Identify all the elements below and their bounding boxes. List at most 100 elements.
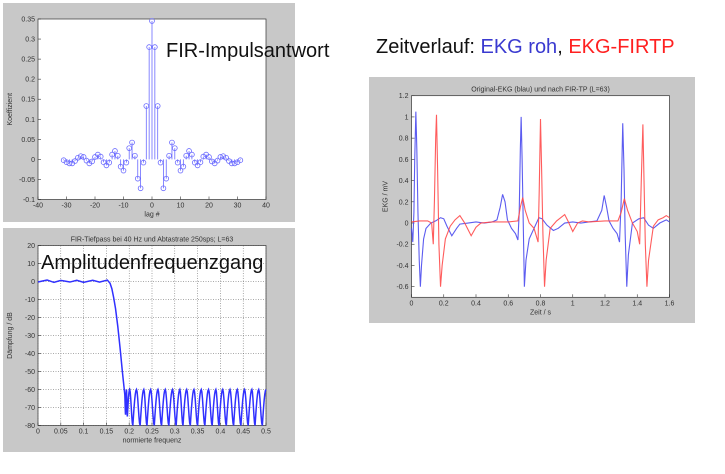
chart-1: 0 0.05 0.1 0.15 0.2 0.25 0.3 0.35 0.4 0.45 0.5 -80 -… xyxy=(7,237,271,445)
y-tick-label: -70 xyxy=(25,405,35,412)
stem-marker xyxy=(229,160,235,167)
y-tick-label: -0.2 xyxy=(396,242,408,249)
time-heading-prefix: Zeitverlauf: xyxy=(376,36,481,58)
y-tick-label: -0.1 xyxy=(23,197,35,204)
y-tick-label: -60 xyxy=(25,387,35,394)
stem-marker xyxy=(191,159,198,166)
stem-marker xyxy=(66,160,73,167)
time-heading-blue: EKG roh xyxy=(480,36,558,58)
x-tick-label: 0 xyxy=(150,203,154,210)
x-tick-label: 0.6 xyxy=(503,300,513,307)
stem-marker xyxy=(89,158,95,165)
x-axis-label: normierte frequenz xyxy=(123,438,182,445)
stem-marker xyxy=(183,152,190,159)
stem-marker xyxy=(186,148,192,154)
x-tick-label: 0.15 xyxy=(100,429,114,436)
y-tick-label: 0.1 xyxy=(25,117,35,124)
y-tick-label: 1.2 xyxy=(399,93,409,100)
y-tick-label: 20 xyxy=(27,243,35,250)
stem-marker xyxy=(189,151,195,158)
x-tick-label: 0.35 xyxy=(191,429,205,436)
y-tick-label: -80 xyxy=(25,423,35,430)
stem-marker xyxy=(237,157,244,163)
y-axis-label: Koeffizient xyxy=(7,93,14,126)
time-heading: Zeitverlauf: EKG roh, EKG-FIRTP xyxy=(376,36,675,59)
stem-marker xyxy=(115,152,121,159)
stem-marker xyxy=(197,159,204,165)
y-tick-label: 0.25 xyxy=(21,57,35,64)
stem-marker xyxy=(211,160,218,167)
y-tick-label: 0.4 xyxy=(399,178,409,185)
x-axis-label: Zeit / s xyxy=(530,309,552,316)
y-tick-label: 0.2 xyxy=(399,199,409,206)
y-tick-label: 0.2 xyxy=(25,77,35,84)
y-tick-label: -50 xyxy=(25,369,35,376)
freq-heading: Amplitudenfrequenzgang xyxy=(41,252,264,274)
stem-marker xyxy=(106,159,113,166)
stem-marker xyxy=(223,154,229,161)
x-tick-label: 1.4 xyxy=(632,300,642,307)
stem-marker xyxy=(112,148,118,154)
stem-marker xyxy=(117,163,124,170)
x-axis-label: lag # xyxy=(144,212,159,219)
x-tick-label: 1.2 xyxy=(600,300,610,307)
stem-marker xyxy=(172,145,178,151)
chart-title: Original-EKG (blau) und nach FIR-TP (L=6… xyxy=(471,87,610,94)
x-tick-label: 0 xyxy=(410,300,414,307)
x-tick-label: 0.2 xyxy=(124,429,134,436)
x-tick-label: -40 xyxy=(33,203,43,210)
time-heading-sep: , xyxy=(557,36,569,58)
x-tick-label: 0.3 xyxy=(170,429,180,436)
stem-marker xyxy=(100,159,107,165)
x-tick-label: 0.8 xyxy=(536,300,546,307)
stem-marker xyxy=(149,18,155,24)
stem-marker xyxy=(154,103,161,109)
x-tick-label: 30 xyxy=(234,203,242,210)
y-tick-label: -0.05 xyxy=(19,177,35,184)
x-tick-label: 0.5 xyxy=(261,429,271,436)
stem-marker xyxy=(97,153,104,160)
stem-marker xyxy=(72,158,78,164)
stem-marker xyxy=(194,162,201,169)
y-tick-label: 0.6 xyxy=(399,157,409,164)
x-tick-label: -20 xyxy=(90,203,100,210)
stem-marker xyxy=(163,175,170,182)
x-tick-label: 1 xyxy=(571,300,575,307)
stem-marker xyxy=(126,145,132,151)
y-tick-label: 0 xyxy=(405,221,409,228)
frequency-response-line xyxy=(37,279,267,426)
y-tick-label: -20 xyxy=(25,315,35,322)
x-tick-label: -30 xyxy=(61,203,71,210)
y-tick-label: -10 xyxy=(25,297,35,304)
x-tick-label: -10 xyxy=(118,203,128,210)
ecg-raw-line xyxy=(410,111,670,287)
y-tick-label: 0.15 xyxy=(21,97,35,104)
x-tick-label: 0.45 xyxy=(236,429,250,436)
y-tick-label: -40 xyxy=(25,351,35,358)
stem-marker xyxy=(129,139,135,146)
stem-marker xyxy=(75,154,81,161)
y-tick-label: 0.3 xyxy=(25,37,35,44)
stem-marker xyxy=(146,44,152,50)
stem-marker xyxy=(166,152,172,159)
stem-marker xyxy=(214,157,221,164)
stem-marker xyxy=(160,185,167,192)
x-tick-label: 0 xyxy=(36,429,40,436)
stem-marker xyxy=(83,157,90,164)
stem-marker xyxy=(169,139,175,146)
stem-marker xyxy=(134,175,141,182)
stem-marker xyxy=(143,103,150,109)
time-heading-red: EKG-FIRTP xyxy=(568,36,675,58)
x-tick-label: 0.05 xyxy=(54,429,68,436)
y-tick-label: 1 xyxy=(405,114,409,121)
stem-marker xyxy=(120,167,127,174)
stem-marker xyxy=(109,151,115,158)
stem-marker xyxy=(180,163,187,170)
y-tick-label: -0.4 xyxy=(396,263,408,270)
y-tick-label: 0.05 xyxy=(21,137,35,144)
y-tick-label: 0 xyxy=(31,279,35,286)
y-tick-label: 0.35 xyxy=(21,17,35,24)
ecg-filtered-line xyxy=(411,114,670,287)
y-tick-label: 10 xyxy=(27,261,35,268)
